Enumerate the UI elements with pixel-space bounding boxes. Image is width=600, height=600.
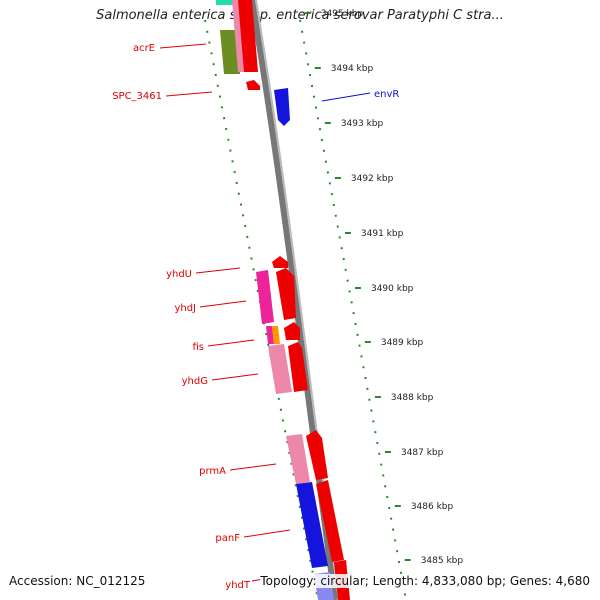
yhdJ-gene-b[interactable] [276,268,296,320]
gene-label-envR[interactable]: envR [374,89,399,100]
gene-label-acrE[interactable]: acrE [133,43,155,54]
kbp-label: 3492 kbp [351,174,394,184]
kbp-label: 3491 kbp [361,229,404,239]
fis-gene-c[interactable] [284,322,300,340]
kbp-label: 3490 kbp [371,284,414,294]
fis-gene-b[interactable] [272,326,280,344]
SPC_3461-gene[interactable] [246,80,260,90]
kbp-label: 3495 kbp [321,9,364,19]
gene-label-yhdG[interactable]: yhdG [182,376,208,387]
gene-label-prmA[interactable]: prmA [199,466,226,477]
gene-label-yhdJ[interactable]: yhdJ [174,303,196,314]
panF-gene-a[interactable] [296,482,328,568]
gene-label-yhdU[interactable]: yhdU [166,269,192,280]
kbp-label: 3486 kbp [411,502,454,512]
gene-label-fis[interactable]: fis [192,342,204,353]
gene-label-panF[interactable]: panF [215,533,240,544]
panF-gene-b[interactable] [316,480,344,562]
kbp-label: 3485 kbp [421,556,464,566]
gene-label-yhdT[interactable]: yhdT [225,580,251,591]
kbp-label: 3487 kbp [401,448,444,458]
fis-gene-a[interactable] [266,326,274,344]
kbp-label: 3494 kbp [331,64,374,74]
map-title: Salmonella enterica subsp. enterica sero… [96,8,504,23]
yhdJ-gene-a[interactable] [256,270,274,324]
teal-feature[interactable] [216,0,236,5]
kbp-label: 3493 kbp [341,119,384,129]
genome-info-text: Topology: circular; Length: 4,833,080 bp… [260,574,590,588]
prmA-gene-a[interactable] [286,434,310,484]
yhdG-gene-b[interactable] [288,342,308,392]
prmA-gene-b[interactable] [306,430,328,480]
feature-track [216,0,350,600]
kbp-label: 3489 kbp [381,338,424,348]
acrE-gene[interactable] [220,30,240,74]
envR-gene[interactable] [274,88,290,126]
gene-label-SPC_3461[interactable]: SPC_3461 [112,91,162,102]
accession-text: Accession: NC_012125 [9,574,146,588]
forward-gene-top[interactable] [238,0,258,72]
yhdG-gene-a[interactable] [268,344,292,394]
yhdU-upper-gene[interactable] [272,256,288,268]
kbp-label: 3488 kbp [391,393,434,403]
